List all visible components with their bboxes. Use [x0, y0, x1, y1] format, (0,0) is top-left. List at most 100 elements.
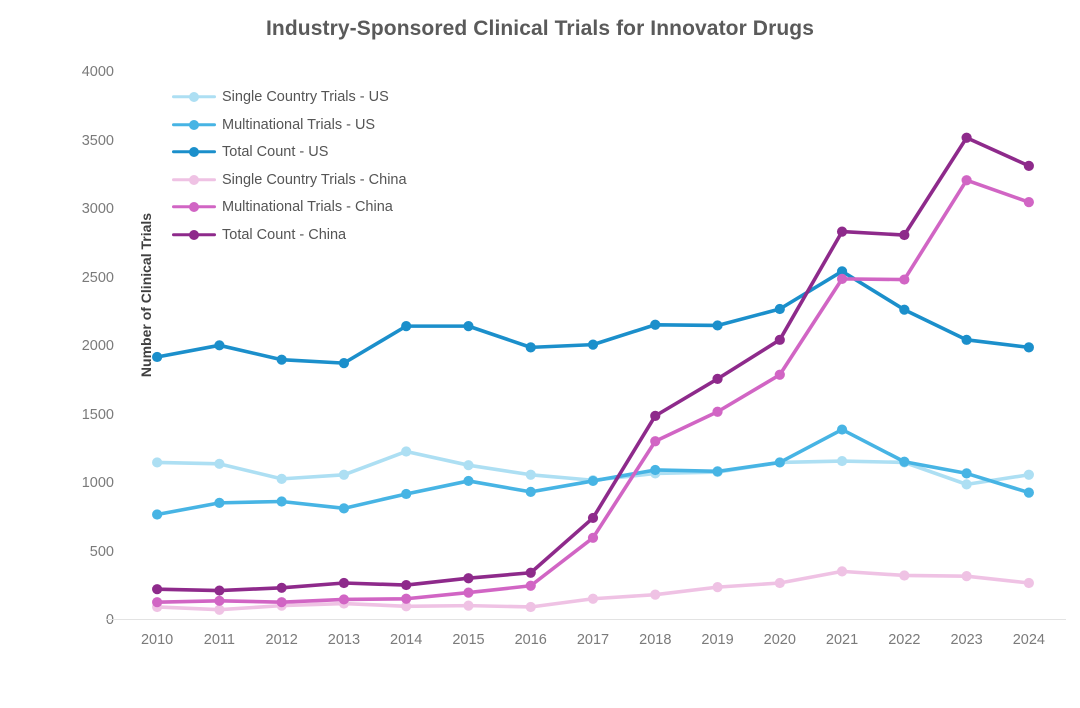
data-point	[152, 584, 163, 595]
y-tick-label: 2500	[81, 269, 114, 286]
legend-item[interactable]: Single Country Trials - US	[172, 86, 407, 108]
data-point	[152, 351, 163, 363]
data-point	[712, 582, 723, 593]
data-point	[525, 469, 536, 480]
x-tick-label: 2017	[576, 632, 610, 648]
legend-swatch-icon	[172, 200, 216, 214]
data-point	[774, 457, 785, 468]
data-point	[525, 342, 536, 353]
y-tick-label: 1000	[81, 475, 114, 491]
data-point	[712, 373, 723, 384]
legend-item-label: Total Count - US	[222, 144, 329, 160]
series-total-count-china	[152, 132, 1034, 596]
series-multinational-trials-china	[152, 175, 1034, 608]
data-point	[650, 464, 661, 476]
data-point	[899, 274, 910, 285]
legend-item-label: Multinational Trials - US	[222, 116, 376, 133]
data-point	[961, 479, 972, 490]
data-point	[214, 497, 225, 508]
legend-dot	[189, 229, 199, 240]
legend-swatch-icon	[172, 118, 216, 132]
legend-item[interactable]: Total Count - US	[172, 141, 407, 163]
x-tick-label: 2016	[514, 632, 547, 648]
data-point	[214, 604, 225, 615]
legend-item[interactable]: Multinational Trials - US	[172, 114, 407, 136]
series-multinational-trials-us	[152, 424, 1034, 520]
data-point	[836, 566, 848, 577]
data-point	[712, 466, 723, 477]
data-point	[152, 597, 163, 608]
legend-dot	[189, 174, 199, 185]
data-point	[525, 580, 536, 591]
data-point	[525, 567, 536, 578]
data-point	[152, 509, 163, 520]
data-point	[463, 475, 474, 487]
data-point	[463, 573, 474, 584]
legend-item-label: Single Country Trials - US	[222, 89, 389, 105]
x-tick-label: 2010	[140, 632, 174, 648]
x-tick-label: 2020	[763, 632, 796, 648]
series-line	[155, 569, 1031, 612]
data-point	[525, 486, 536, 498]
data-point	[338, 358, 350, 369]
x-tick-label: 2015	[452, 632, 485, 648]
y-tick-label: 500	[89, 543, 114, 560]
plot-area: Number of Clinical Trials 4000 3500 3000 25…	[82, 64, 1066, 648]
y-tick-label: 1500	[81, 406, 114, 423]
data-point	[525, 601, 536, 613]
data-point	[774, 577, 785, 589]
legend-item[interactable]: Single Country Trials - China	[172, 169, 407, 191]
data-point	[712, 320, 723, 331]
legend-swatch-icon	[172, 228, 216, 242]
chart-title: Industry-Sponsored Clinical Trials for I…	[266, 17, 814, 40]
x-tick-label: 2018	[639, 632, 672, 648]
x-tick-label: 2012	[265, 632, 298, 648]
data-point	[836, 424, 848, 435]
data-point	[1023, 469, 1034, 480]
data-point	[276, 582, 287, 593]
data-point	[463, 460, 474, 471]
data-point	[276, 597, 287, 608]
data-point	[961, 132, 972, 143]
data-point	[1023, 197, 1034, 208]
data-point	[587, 532, 599, 543]
data-point	[214, 595, 225, 606]
data-point	[650, 319, 661, 330]
data-point	[401, 601, 412, 612]
y-tick-label: 3000	[81, 201, 114, 217]
x-tick-label: 2011	[203, 632, 235, 648]
series-line	[155, 427, 1031, 517]
data-point	[214, 585, 225, 596]
x-tick-label: 2022	[888, 632, 921, 648]
data-point	[961, 175, 972, 186]
x-tick-label: 2023	[950, 632, 983, 648]
data-point	[276, 354, 287, 365]
data-point	[1023, 342, 1034, 353]
data-point	[338, 469, 350, 480]
data-point	[401, 446, 412, 457]
data-point	[650, 436, 661, 447]
data-point	[1023, 577, 1034, 589]
legend-swatch-icon	[172, 173, 216, 187]
data-point	[899, 570, 910, 581]
legend-item[interactable]: Total Count - China	[172, 224, 407, 246]
x-tick-label: 2014	[390, 632, 423, 648]
data-point	[338, 577, 350, 589]
series-lines	[152, 132, 1034, 615]
data-point	[276, 473, 287, 484]
data-point	[401, 321, 412, 332]
legend-item[interactable]: Multinational Trials - China	[172, 196, 407, 218]
data-point	[899, 304, 910, 315]
chart-legend: Single Country Trials - US Multinational …	[172, 86, 407, 246]
data-point	[214, 340, 225, 351]
data-point	[401, 593, 412, 604]
data-point	[401, 488, 412, 500]
legend-dot	[189, 119, 199, 130]
data-point	[836, 273, 848, 284]
data-point	[276, 496, 287, 507]
data-point	[463, 600, 474, 611]
data-point	[836, 226, 848, 237]
data-point	[152, 457, 163, 468]
x-tick-label: 2019	[701, 632, 734, 648]
